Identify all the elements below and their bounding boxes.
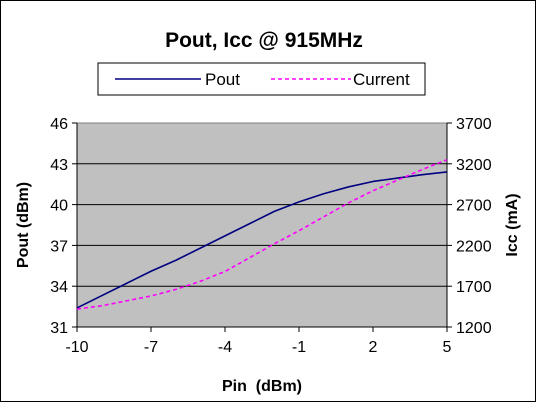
y-axis-label-right: Icc (mA) — [504, 193, 521, 256]
legend-label-pout: Pout — [205, 70, 240, 89]
y-left-tick-label: 43 — [50, 157, 68, 174]
y-left-tick-label: 40 — [50, 198, 68, 215]
x-tick-label: -10 — [65, 339, 88, 356]
y-right-tick-label: 2200 — [456, 238, 492, 255]
series — [76, 158, 448, 310]
x-tick-label: 5 — [443, 339, 452, 356]
y-right-tick-label: 2700 — [456, 198, 492, 215]
y-left-tick-label: 31 — [50, 320, 68, 337]
y-left-tick-label: 37 — [50, 238, 68, 255]
x-axis-label: Pin (dBm) — [222, 378, 302, 395]
legend: Pout Current — [97, 62, 426, 96]
ticks: 31 34 37 40 43 46 1200 1700 2200 2700 3200 3700 -10 -… — [50, 116, 491, 356]
y-left-tick-label: 46 — [50, 116, 68, 133]
plot-area — [77, 123, 447, 327]
legend-label-current: Current — [353, 70, 410, 89]
gridlines — [77, 163, 447, 287]
y-right-tick-label: 3200 — [456, 157, 492, 174]
x-tick-label: -7 — [144, 339, 158, 356]
series-line-pout — [76, 171, 448, 309]
x-tick-label: 2 — [369, 339, 378, 356]
y-axis-label-left: Pout (dBm) — [15, 182, 32, 268]
y-right-tick-label: 1700 — [456, 279, 492, 296]
x-tick-label: -1 — [292, 339, 306, 356]
chart-title: Pout, Icc @ 915MHz — [165, 29, 363, 52]
y-right-tick-label: 3700 — [456, 116, 492, 133]
x-tick-label: -4 — [218, 339, 232, 356]
y-left-tick-label: 34 — [50, 279, 68, 296]
y-right-tick-label: 1200 — [456, 320, 492, 337]
